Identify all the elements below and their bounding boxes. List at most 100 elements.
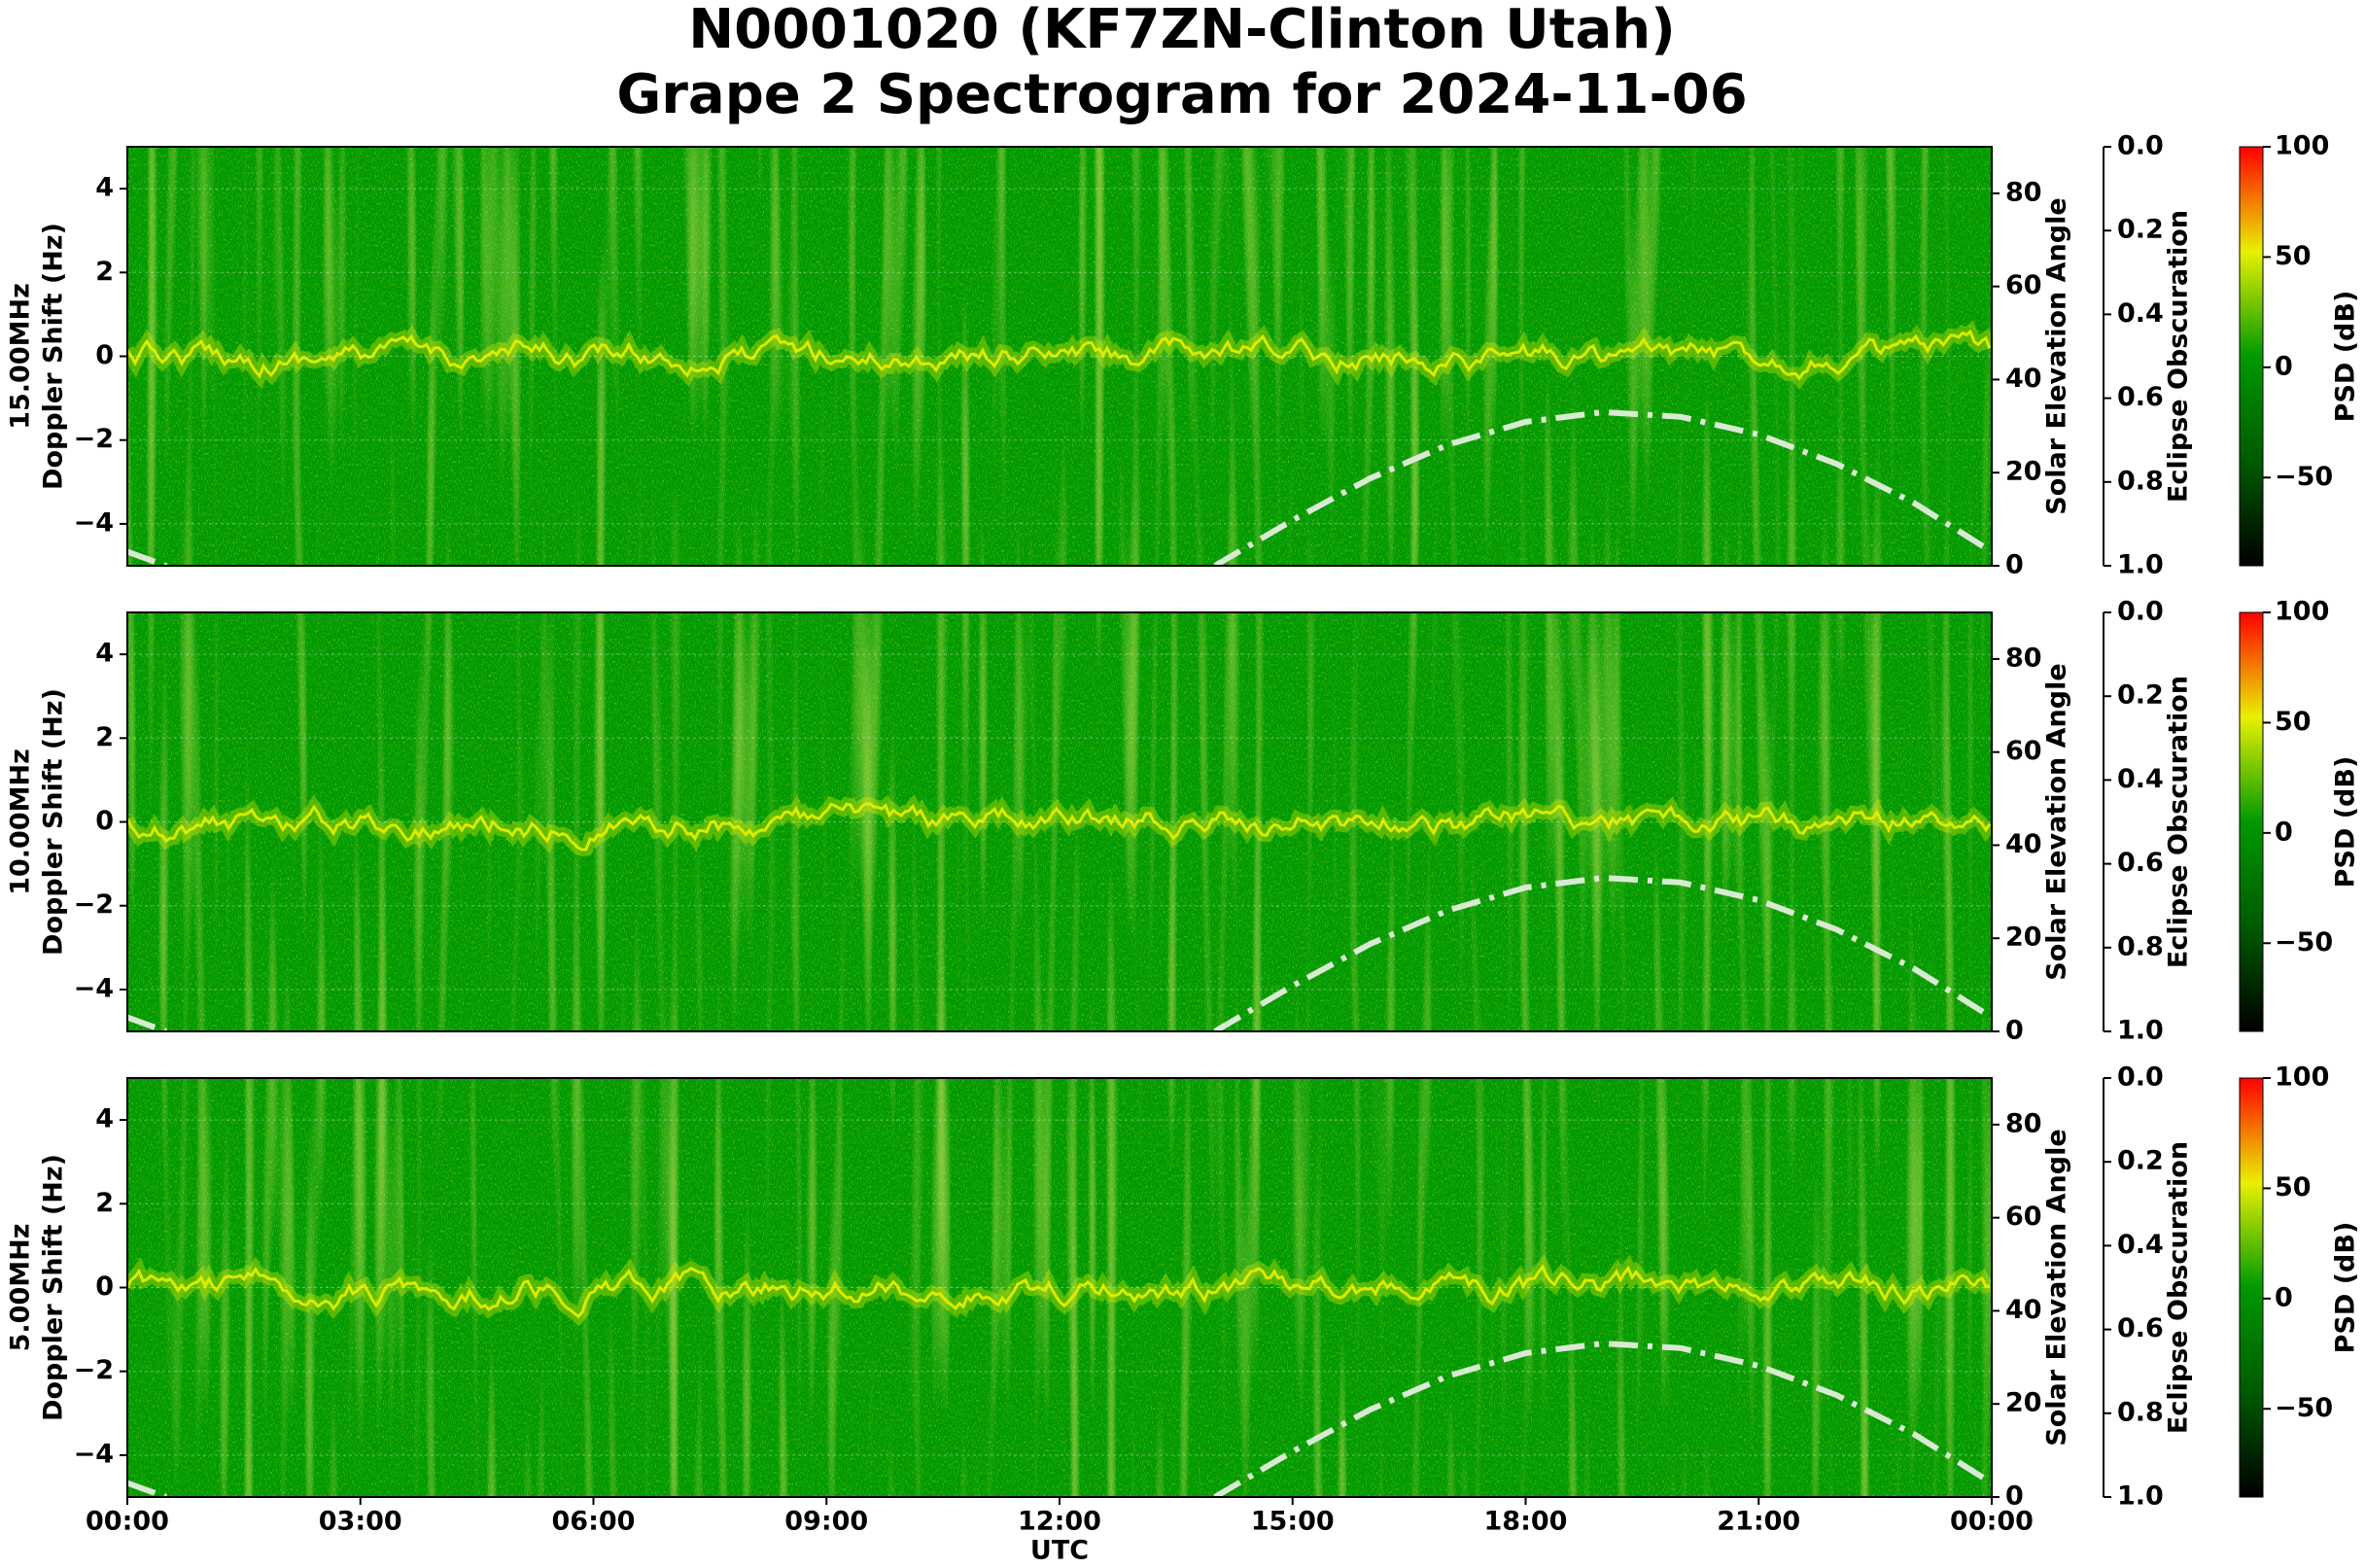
spectrogram-speckle [127,612,1992,1031]
spectrogram-speckle [127,147,1992,566]
y2-tick-label: 0 [2005,1481,2024,1512]
x-tick-label: 09:00 [784,1507,868,1537]
y3-tick-label: 0.4 [2117,298,2164,329]
y3-axis-label: Eclipse Obscuration [2164,1141,2194,1434]
colorbar [2239,1077,2264,1498]
spectrogram-trace [127,329,1992,381]
plot-area [127,612,1992,1031]
x-axis-label: UTC [1030,1536,1089,1566]
colorbar-tick-label: −50 [2275,927,2333,958]
y2-tick-label: 80 [2005,177,2042,207]
y3-tick-label: 0.8 [2117,1397,2164,1427]
colorbar-tick-label: 0 [2275,351,2293,381]
colorbar-tick-label: 50 [2275,707,2312,737]
colorbar-tick-label: −50 [2275,1393,2333,1423]
y3-tick-label: 0.4 [2117,764,2164,794]
y2-tick-label: 0 [2005,550,2024,580]
chart-title: N0001020 (KF7ZN-Clinton Utah) [688,0,1676,61]
colorbar [2239,611,2264,1032]
y-axis-label: Doppler Shift (Hz) [39,688,69,956]
x-tick-label: 00:00 [1950,1507,2034,1537]
y-tick-label: −2 [74,889,114,920]
y3-tick-label: 0.2 [2117,1146,2164,1176]
y2-axis-label: Solar Elevation Angle [2042,197,2072,514]
x-tick-label: 12:00 [1018,1507,1101,1537]
x-tick-label: 18:00 [1484,1507,1568,1537]
y2-tick-label: 40 [2005,364,2042,394]
y-axis-label: 15.00MHz [6,283,36,430]
y3-axis-label: Eclipse Obscuration [2164,676,2194,968]
y2-tick-label: 60 [2005,270,2042,300]
x-tick-label: 00:00 [86,1507,169,1537]
y-tick-label: 0 [95,340,114,370]
y-axis-label: 5.00MHz [6,1224,36,1352]
y3-tick-label: 0.8 [2117,466,2164,496]
colorbar-tick-label: 50 [2275,1172,2312,1202]
y3-tick-label: 1.0 [2117,550,2164,580]
y2-tick-label: 60 [2005,1202,2042,1232]
y-tick-label: 0 [95,806,114,836]
colorbar-tick-label: 100 [2275,1063,2329,1093]
y2-tick-label: 20 [2005,457,2042,487]
y3-tick-label: 1.0 [2117,1481,2164,1512]
x-tick-label: 06:00 [552,1507,636,1537]
y-axis-label: Doppler Shift (Hz) [39,1154,69,1421]
y-tick-label: 4 [95,1104,114,1134]
y-tick-label: 2 [95,722,114,752]
y3-tick-label: 0.0 [2117,597,2164,627]
plot-area [127,147,1992,566]
y-tick-label: 2 [95,257,114,287]
x-tick-label: 21:00 [1717,1507,1800,1537]
x-tick-label: 15:00 [1251,1507,1335,1537]
y-axis-label: Doppler Shift (Hz) [39,223,69,490]
solar-elevation-line [127,408,1992,566]
y2-tick-label: 40 [2005,1295,2042,1325]
chart-title: Grape 2 Spectrogram for 2024-11-06 [616,63,1747,126]
spectrogram-trace [127,802,1992,852]
y-tick-label: −2 [74,1355,114,1385]
y3-axis-label: Eclipse Obscuration [2164,210,2194,503]
colorbar-tick-label: −50 [2275,462,2333,492]
y3-tick-label: 0.4 [2117,1230,2164,1260]
spectrogram-trace [127,1264,1991,1319]
colorbar-tick-label: 100 [2275,597,2329,627]
solar-elevation-line [127,1340,1992,1497]
colorbar-label: PSD (dB) [2331,291,2361,423]
colorbar-tick-label: 50 [2275,241,2312,271]
y3-tick-label: 0.6 [2117,382,2164,412]
colorbar-label: PSD (dB) [2331,1222,2361,1354]
y2-tick-label: 80 [2005,1108,2042,1138]
y2-tick-label: 0 [2005,1016,2024,1046]
plot-area [127,1078,1992,1497]
colorbar [2239,146,2264,567]
y2-axis-label: Solar Elevation Angle [2042,1129,2072,1446]
solar-elevation-line [127,874,1992,1031]
y-tick-label: 2 [95,1188,114,1218]
y3-tick-label: 0.2 [2117,215,2164,245]
colorbar-tick-label: 0 [2275,817,2293,847]
y-tick-label: −2 [74,424,114,454]
y2-tick-label: 20 [2005,1388,2042,1418]
y3-tick-label: 0.6 [2117,1313,2164,1343]
y3-tick-label: 0.6 [2117,848,2164,878]
y2-tick-label: 80 [2005,643,2042,673]
y-tick-label: 4 [95,639,114,669]
y3-tick-label: 0.8 [2117,931,2164,961]
x-tick-label: 03:00 [319,1507,402,1537]
colorbar-tick-label: 100 [2275,131,2329,161]
y-tick-label: −4 [74,973,114,1003]
y-tick-label: −4 [74,1439,114,1469]
y-axis-label: 10.00MHz [6,749,36,895]
y2-axis-label: Solar Elevation Angle [2042,663,2072,980]
colorbar-label: PSD (dB) [2331,756,2361,889]
y2-tick-label: 60 [2005,736,2042,766]
y-tick-label: 0 [95,1272,114,1302]
y2-tick-label: 40 [2005,829,2042,859]
y2-tick-label: 20 [2005,923,2042,953]
y3-tick-label: 1.0 [2117,1016,2164,1046]
y3-tick-label: 0.2 [2117,680,2164,711]
y-tick-label: 4 [95,173,114,203]
y3-tick-label: 0.0 [2117,1063,2164,1093]
